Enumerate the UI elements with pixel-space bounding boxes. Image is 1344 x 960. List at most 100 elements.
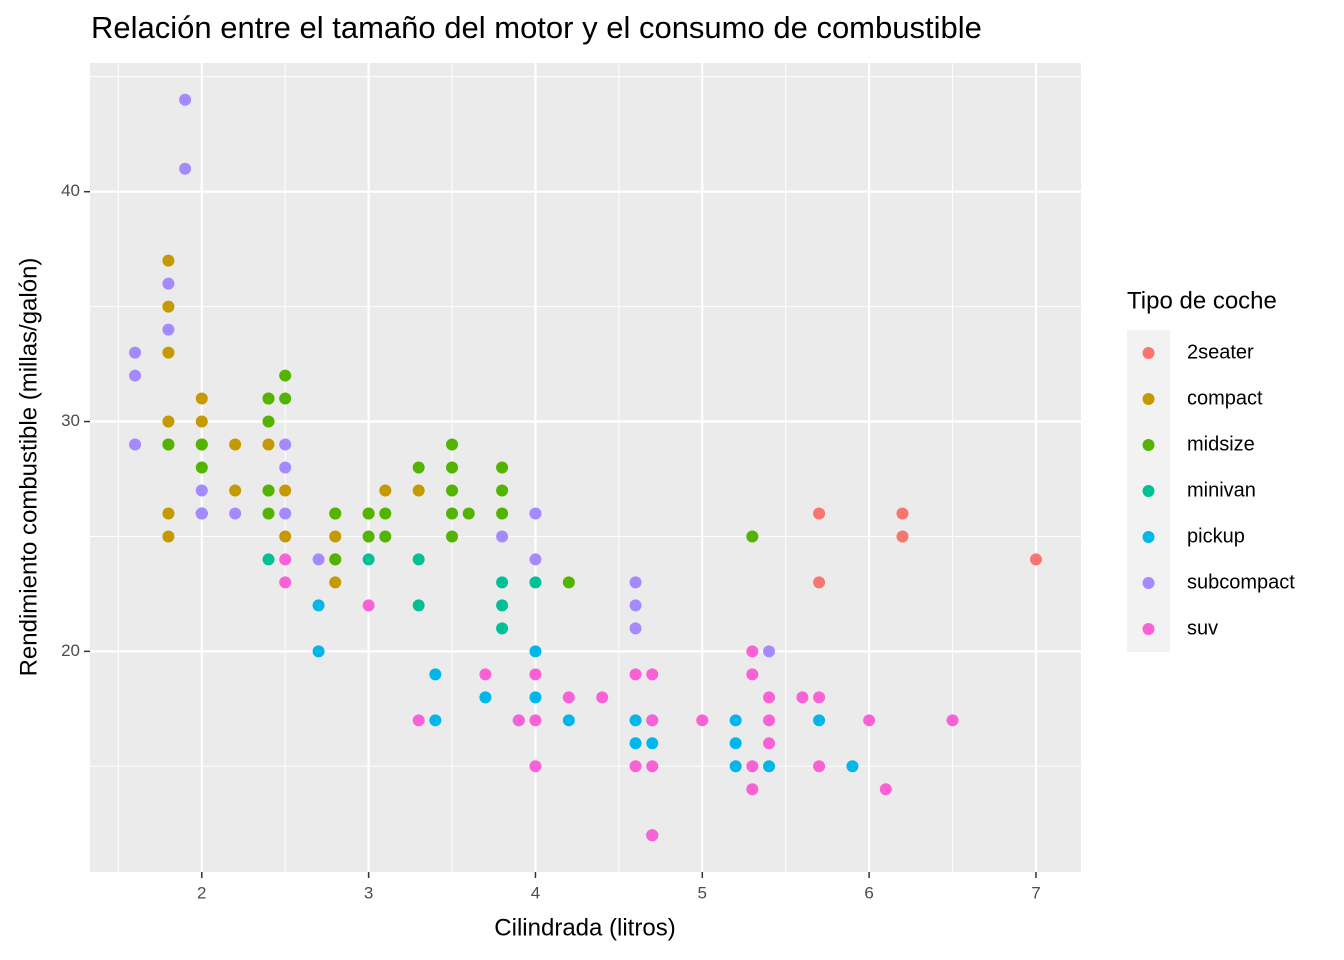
point [646,668,659,681]
point [262,415,275,428]
point [162,300,175,313]
point [629,714,642,727]
point [746,668,759,681]
point [629,576,642,589]
point [446,530,459,543]
point [195,392,208,405]
x-tick-label: 3 [364,883,373,902]
point [279,530,292,543]
point [896,530,909,543]
point [496,507,509,520]
point [629,668,642,681]
point [446,461,459,474]
point [162,254,175,267]
plot-panel [90,63,1081,872]
point [446,507,459,520]
point [813,760,826,773]
point [729,760,742,773]
point [329,507,342,520]
point [162,277,175,290]
point [229,507,242,520]
point [629,599,642,612]
legend-title: Tipo de coche [1127,287,1277,314]
point [1029,553,1042,566]
legend-label: midsize [1187,433,1255,455]
point [629,760,642,773]
point [262,392,275,405]
legend-label: subcompact [1187,571,1295,593]
y-tick-label: 20 [61,641,80,660]
point [646,737,659,750]
point [813,691,826,704]
point [229,438,242,451]
point [262,438,275,451]
point [412,484,425,497]
point [479,691,492,704]
legend-key [1142,623,1155,635]
point [763,645,776,658]
point [746,530,759,543]
point [646,760,659,773]
point [763,691,776,704]
x-tick-label: 7 [1031,883,1040,902]
chart-title: Relación entre el tamaño del motor y el … [91,10,982,45]
legend-label: pickup [1187,525,1245,547]
point [529,507,542,520]
x-axis-label: Cilindrada (litros) [494,914,675,941]
point [129,438,142,451]
point [279,576,292,589]
point [129,346,142,359]
point [195,415,208,428]
point [813,714,826,727]
legend-label: 2seater [1187,341,1254,363]
point [496,599,509,612]
point [813,507,826,520]
legend-key [1142,439,1155,451]
point [262,553,275,566]
point [329,530,342,543]
point [646,714,659,727]
point [362,599,375,612]
legend-label: suv [1187,617,1218,639]
point [279,392,292,405]
x-tick-label: 4 [531,883,540,902]
point [362,553,375,566]
y-tick-label: 40 [61,181,80,200]
point [162,507,175,520]
point [279,553,292,566]
point [279,369,292,382]
point [195,461,208,474]
legend-key [1142,577,1155,589]
point [329,553,342,566]
point [496,484,509,497]
point [596,691,609,704]
point [746,760,759,773]
point [262,507,275,520]
point [412,599,425,612]
point [279,484,292,497]
point [529,714,542,727]
x-tick-label: 6 [864,883,873,902]
point [429,668,442,681]
point [312,599,325,612]
point [496,576,509,589]
point [412,714,425,727]
point [496,622,509,635]
point [195,507,208,520]
point [629,622,642,635]
point [879,783,892,796]
point [496,461,509,474]
point [162,530,175,543]
point [279,507,292,520]
point [629,737,642,750]
point [479,668,492,681]
point [162,415,175,428]
point [179,93,192,106]
point [746,783,759,796]
point [696,714,709,727]
point [846,760,859,773]
y-tick-label: 30 [61,411,80,430]
x-tick-label: 2 [197,883,206,902]
point [179,162,192,175]
point [529,691,542,704]
